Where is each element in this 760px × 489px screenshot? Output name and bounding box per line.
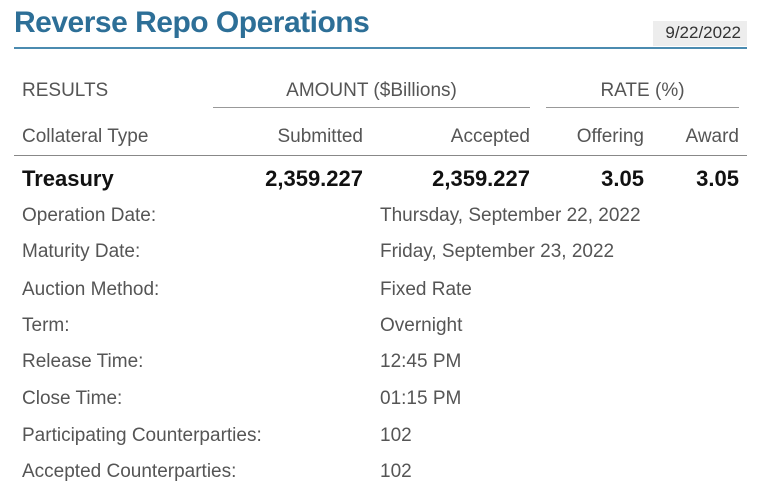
amount-group-heading: AMOUNT ($Billions) [286, 80, 457, 101]
detail-label: Maturity Date: [22, 241, 141, 262]
detail-label: Auction Method: [22, 279, 160, 300]
detail-value: Fixed Rate [380, 279, 472, 300]
offering-value: 3.05 [601, 166, 644, 191]
accepted-header: Accepted [450, 126, 530, 147]
header: Reverse Repo Operations 9/22/2022 [14, 6, 747, 48]
page-title: Reverse Repo Operations [14, 6, 370, 39]
rate-group-heading: RATE (%) [600, 80, 685, 101]
detail-label: Close Time: [22, 388, 123, 409]
detail-label: Participating Counterparties: [22, 425, 262, 446]
accepted-value: 2,359.227 [432, 166, 530, 191]
detail-value: 102 [380, 425, 412, 446]
header-divider [14, 155, 747, 156]
detail-value: Overnight [380, 315, 463, 336]
detail-value: Friday, September 23, 2022 [380, 241, 615, 262]
amount-group-rule [213, 107, 530, 108]
detail-label: Operation Date: [22, 205, 157, 226]
detail-value: Thursday, September 22, 2022 [380, 205, 641, 226]
rate-group-rule [546, 107, 739, 108]
detail-label: Release Time: [22, 351, 144, 372]
collateral-type-header: Collateral Type [22, 126, 149, 147]
title-divider [14, 47, 747, 49]
detail-label: Accepted Counterparties: [22, 461, 237, 482]
detail-value: 01:15 PM [380, 388, 462, 409]
date-badge: 9/22/2022 [653, 21, 747, 46]
detail-value: 102 [380, 461, 412, 482]
detail-label: Term: [22, 315, 70, 336]
results-heading: RESULTS [22, 80, 109, 101]
award-value: 3.05 [696, 166, 739, 191]
detail-value: 12:45 PM [380, 351, 462, 372]
offering-header: Offering [576, 126, 644, 147]
submitted-value: 2,359.227 [265, 166, 363, 191]
award-header: Award [685, 126, 739, 147]
collateral-value: Treasury [22, 166, 114, 191]
submitted-header: Submitted [277, 126, 363, 147]
